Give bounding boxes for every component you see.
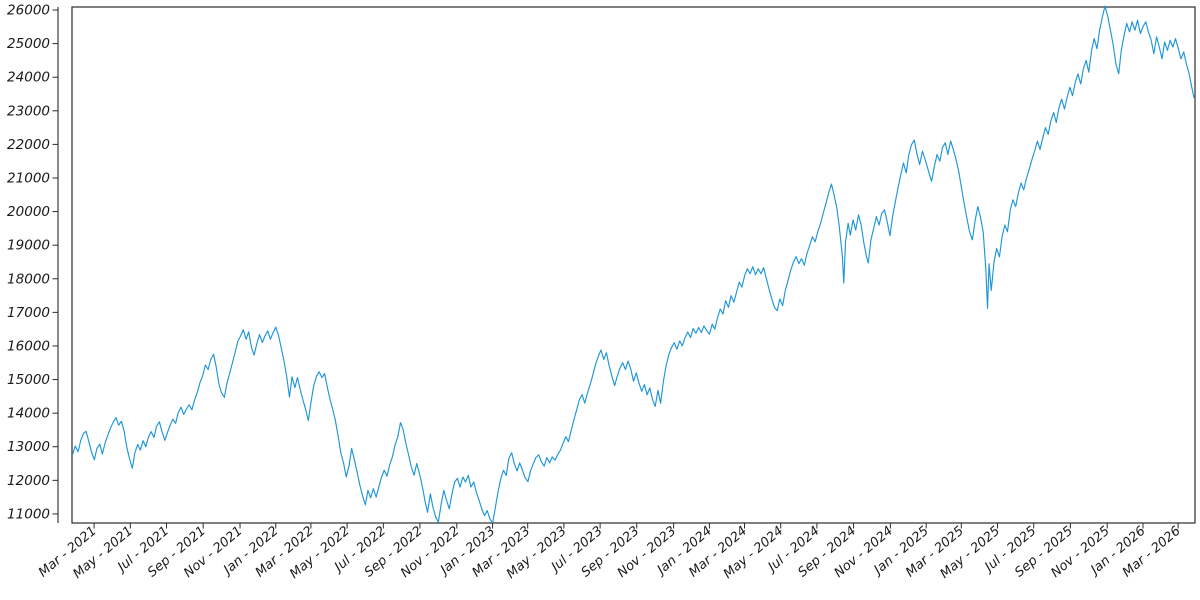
y-tick-label: 19000 [7,238,50,254]
y-tick-label: 20000 [7,204,50,220]
y-tick-label: 12000 [7,473,50,489]
y-tick-label: 13000 [7,439,50,455]
y-tick-label: 15000 [7,372,50,388]
y-tick-label: 18000 [7,271,50,287]
y-tick-label: 22000 [7,137,50,153]
y-tick-label: 25000 [7,36,50,52]
y-tick-label: 11000 [7,506,50,522]
y-tick-label: 14000 [7,406,50,422]
y-tick-label: 26000 [7,3,50,19]
y-tick-label: 16000 [7,338,50,354]
y-tick-label: 23000 [7,103,50,119]
price-series-line [72,5,1195,523]
y-tick-label: 17000 [7,305,50,321]
y-tick-label: 21000 [7,170,50,186]
y-tick-label: 24000 [7,70,50,86]
plot-frame [71,6,1196,524]
